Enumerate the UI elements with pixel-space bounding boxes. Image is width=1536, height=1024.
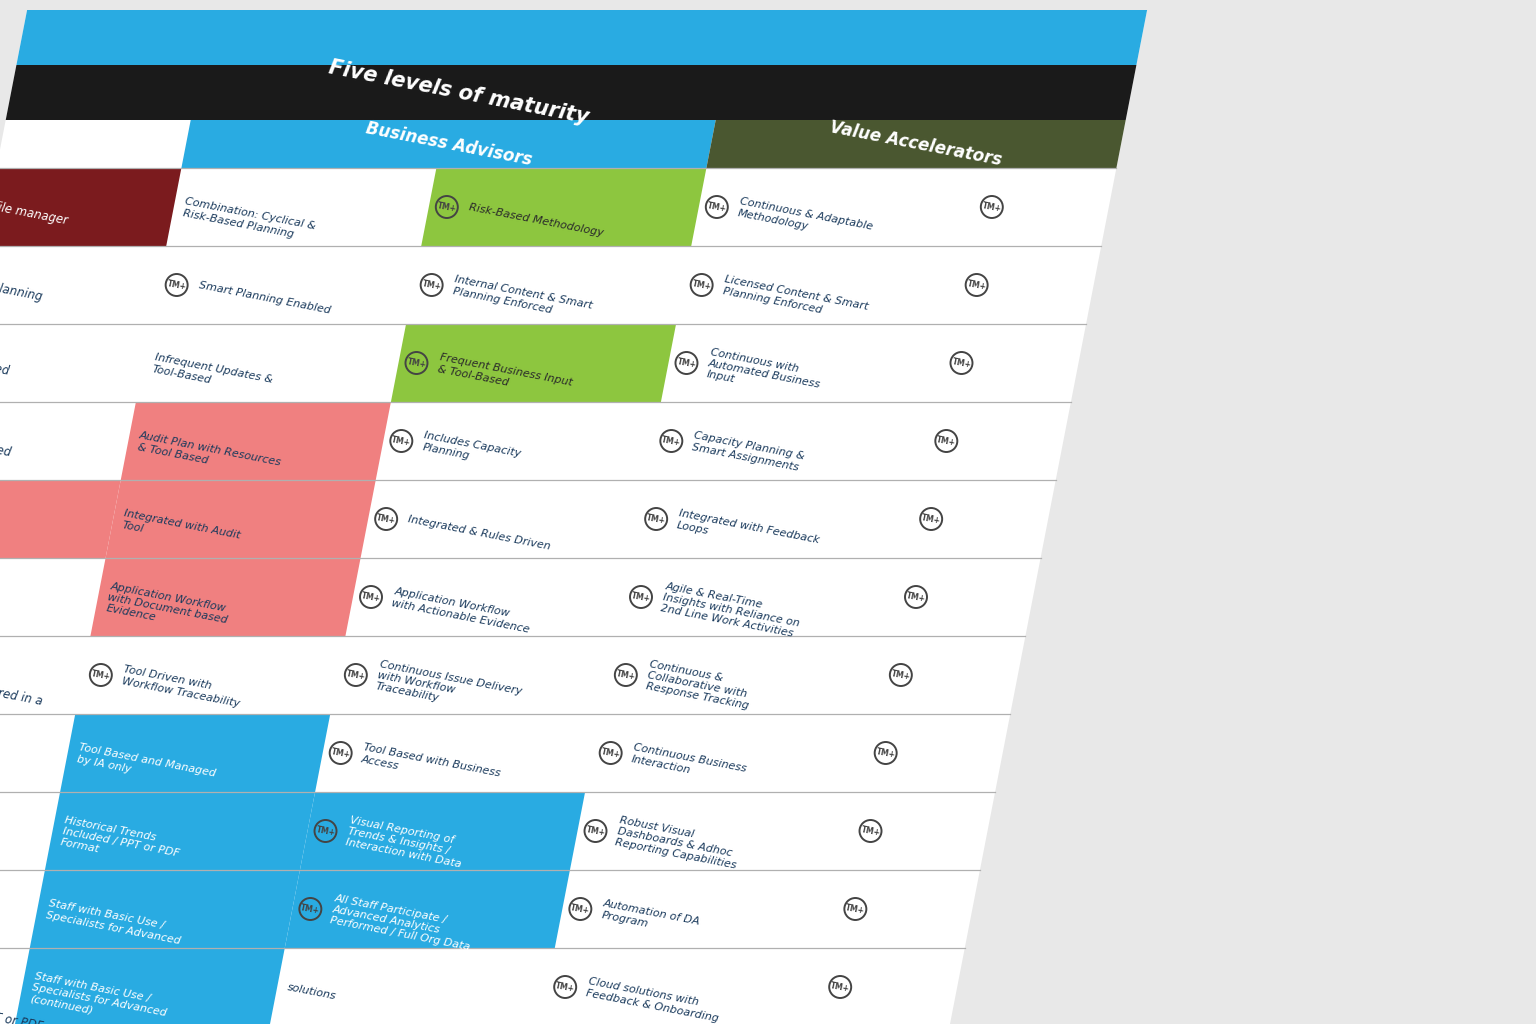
Text: Tool Based and Managed
by IA only: Tool Based and Managed by IA only: [75, 742, 217, 791]
Text: TM+: TM+: [406, 356, 427, 370]
Text: Staff with Basic Use /
Specialists for Advanced
(continued): Staff with Basic Use / Specialists for A…: [29, 971, 170, 1024]
Text: TM+: TM+: [966, 279, 988, 291]
Text: TM+: TM+: [91, 669, 111, 681]
Text: Risk-Based Methodology: Risk-Based Methodology: [468, 202, 604, 238]
Text: Robust Visual
Dashboards & Adhoc
Reporting Capabilities: Robust Visual Dashboards & Adhoc Reporti…: [614, 815, 742, 870]
Text: TM+: TM+: [906, 591, 926, 603]
Text: nt Focus / Captured in a: nt Focus / Captured in a: [0, 669, 43, 709]
Text: Continuous Issue Delivery
with Workflow
Traceability: Continuous Issue Delivery with Workflow …: [375, 658, 522, 719]
Text: asic with Issue Trends / PPT or PDF: asic with Issue Trends / PPT or PDF: [0, 981, 45, 1024]
Text: Audit Plan with Resources
& Tool Based: Audit Plan with Resources & Tool Based: [137, 430, 283, 479]
Text: TM+: TM+: [660, 435, 682, 447]
Text: TM+: TM+: [982, 201, 1001, 213]
Text: TM+: TM+: [315, 824, 336, 838]
Polygon shape: [300, 792, 585, 870]
Text: Cloud solutions with
Feedback & Onboarding: Cloud solutions with Feedback & Onboardi…: [585, 977, 722, 1023]
Text: TM+: TM+: [421, 279, 442, 291]
Text: Capacity Planning &
Smart Assignments: Capacity Planning & Smart Assignments: [691, 430, 806, 473]
Text: Five levels of maturity: Five levels of maturity: [327, 57, 590, 128]
Polygon shape: [181, 120, 716, 168]
Text: TM+: TM+: [876, 746, 895, 759]
Text: Application Workflow
with Actionable Evidence: Application Workflow with Actionable Evi…: [392, 587, 533, 635]
Text: Automation of DA
Program: Automation of DA Program: [601, 898, 702, 938]
Text: Visual Reporting of
Trends & Insights /
Interaction with Data: Visual Reporting of Trends & Insights / …: [344, 815, 467, 869]
Text: TM+: TM+: [601, 746, 621, 759]
Text: Tool Based with Business
Access: Tool Based with Business Access: [361, 742, 501, 791]
Text: TM+: TM+: [860, 824, 880, 838]
Polygon shape: [29, 870, 300, 948]
Text: TM+: TM+: [935, 435, 957, 447]
Text: TM+: TM+: [676, 356, 697, 370]
Text: TM+: TM+: [570, 903, 591, 915]
Polygon shape: [0, 10, 1147, 1024]
Text: Historical Trends
Included / PPT or PDF
Format: Historical Trends Included / PPT or PDF …: [60, 815, 183, 870]
Text: solutions: solutions: [286, 982, 336, 1001]
Polygon shape: [6, 65, 1137, 120]
Text: All Staff Participate /
Advanced Analytics
Performed / Full Org Data: All Staff Participate / Advanced Analyti…: [329, 893, 476, 952]
Text: Includes Capacity
Planning: Includes Capacity Planning: [421, 430, 522, 470]
Text: Internal Content & Smart
Planning Enforced: Internal Content & Smart Planning Enforc…: [452, 274, 593, 323]
Text: TM+: TM+: [631, 591, 651, 603]
Text: Integrated with Audit
Tool: Integrated with Audit Tool: [121, 508, 241, 552]
Polygon shape: [421, 168, 707, 246]
Text: TM+: TM+: [330, 746, 352, 759]
Text: TM+: TM+: [829, 981, 851, 993]
Polygon shape: [17, 10, 1147, 65]
Text: Integrated with Feedback
Loops: Integrated with Feedback Loops: [676, 508, 820, 557]
Text: file manager: file manager: [0, 201, 69, 227]
Text: TM+: TM+: [300, 903, 321, 915]
Text: Smart Planning Enabled: Smart Planning Enabled: [198, 281, 332, 315]
Text: al Planning: al Planning: [0, 279, 45, 304]
Text: Business Advisors: Business Advisors: [364, 119, 533, 169]
Polygon shape: [91, 558, 361, 636]
Text: xcel-Based: xcel-Based: [0, 434, 12, 460]
Polygon shape: [106, 480, 376, 558]
Text: TM+: TM+: [891, 669, 911, 681]
Text: Continuous with
Automated Business
Input: Continuous with Automated Business Input: [705, 347, 823, 401]
Text: Application Workflow
with Document based
Evidence: Application Workflow with Document based…: [104, 581, 230, 637]
Text: TM+: TM+: [585, 824, 605, 838]
Text: Combination: Cyclical &
Risk-Based Planning: Combination: Cyclical & Risk-Based Plann…: [181, 197, 316, 243]
Text: Frequent Business Input
& Tool-Based: Frequent Business Input & Tool-Based: [436, 352, 573, 399]
Text: Continuous & Adaptable
Methodology: Continuous & Adaptable Methodology: [737, 197, 874, 244]
Text: Tool Driven with
Workflow Traceability: Tool Driven with Workflow Traceability: [121, 665, 243, 709]
Text: Infrequent Updates &
Tool-Based: Infrequent Updates & Tool-Based: [152, 352, 273, 396]
Polygon shape: [121, 402, 390, 480]
Text: TM+: TM+: [166, 279, 187, 291]
Polygon shape: [45, 792, 315, 870]
Text: TM+: TM+: [554, 981, 576, 993]
Text: TM+: TM+: [707, 201, 727, 213]
Text: TM+: TM+: [436, 201, 458, 213]
Polygon shape: [284, 870, 570, 948]
Text: Continuous &
Collaborative with
Response Tracking: Continuous & Collaborative with Response…: [645, 658, 754, 712]
Text: Curated: Curated: [0, 356, 11, 379]
Text: TM+: TM+: [645, 513, 667, 525]
Polygon shape: [60, 714, 330, 792]
Text: Agile & Real-Time
Insights with Reliance on
2nd Line Work Activities: Agile & Real-Time Insights with Reliance…: [660, 581, 803, 640]
Text: Continuous Business
Interaction: Continuous Business Interaction: [631, 742, 748, 785]
Polygon shape: [0, 168, 181, 246]
Text: TM+: TM+: [376, 513, 396, 525]
Text: TM+: TM+: [361, 591, 381, 603]
Text: TM+: TM+: [691, 279, 713, 291]
Text: Licensed Content & Smart
Planning Enforced: Licensed Content & Smart Planning Enforc…: [722, 274, 869, 324]
Text: Staff with Basic Use /
Specialists for Advanced: Staff with Basic Use / Specialists for A…: [45, 898, 184, 946]
Polygon shape: [707, 120, 1126, 168]
Text: TM+: TM+: [920, 513, 942, 525]
Polygon shape: [390, 324, 676, 402]
Text: TM+: TM+: [616, 669, 636, 681]
Text: TM+: TM+: [346, 669, 366, 681]
Text: TM+: TM+: [951, 356, 972, 370]
Polygon shape: [15, 948, 284, 1024]
Text: TM+: TM+: [392, 435, 412, 447]
Polygon shape: [0, 480, 121, 558]
Text: Value Accelerators: Value Accelerators: [828, 119, 1003, 170]
Text: TM+: TM+: [845, 903, 866, 915]
Text: Integrated & Rules Driven: Integrated & Rules Driven: [407, 514, 551, 552]
